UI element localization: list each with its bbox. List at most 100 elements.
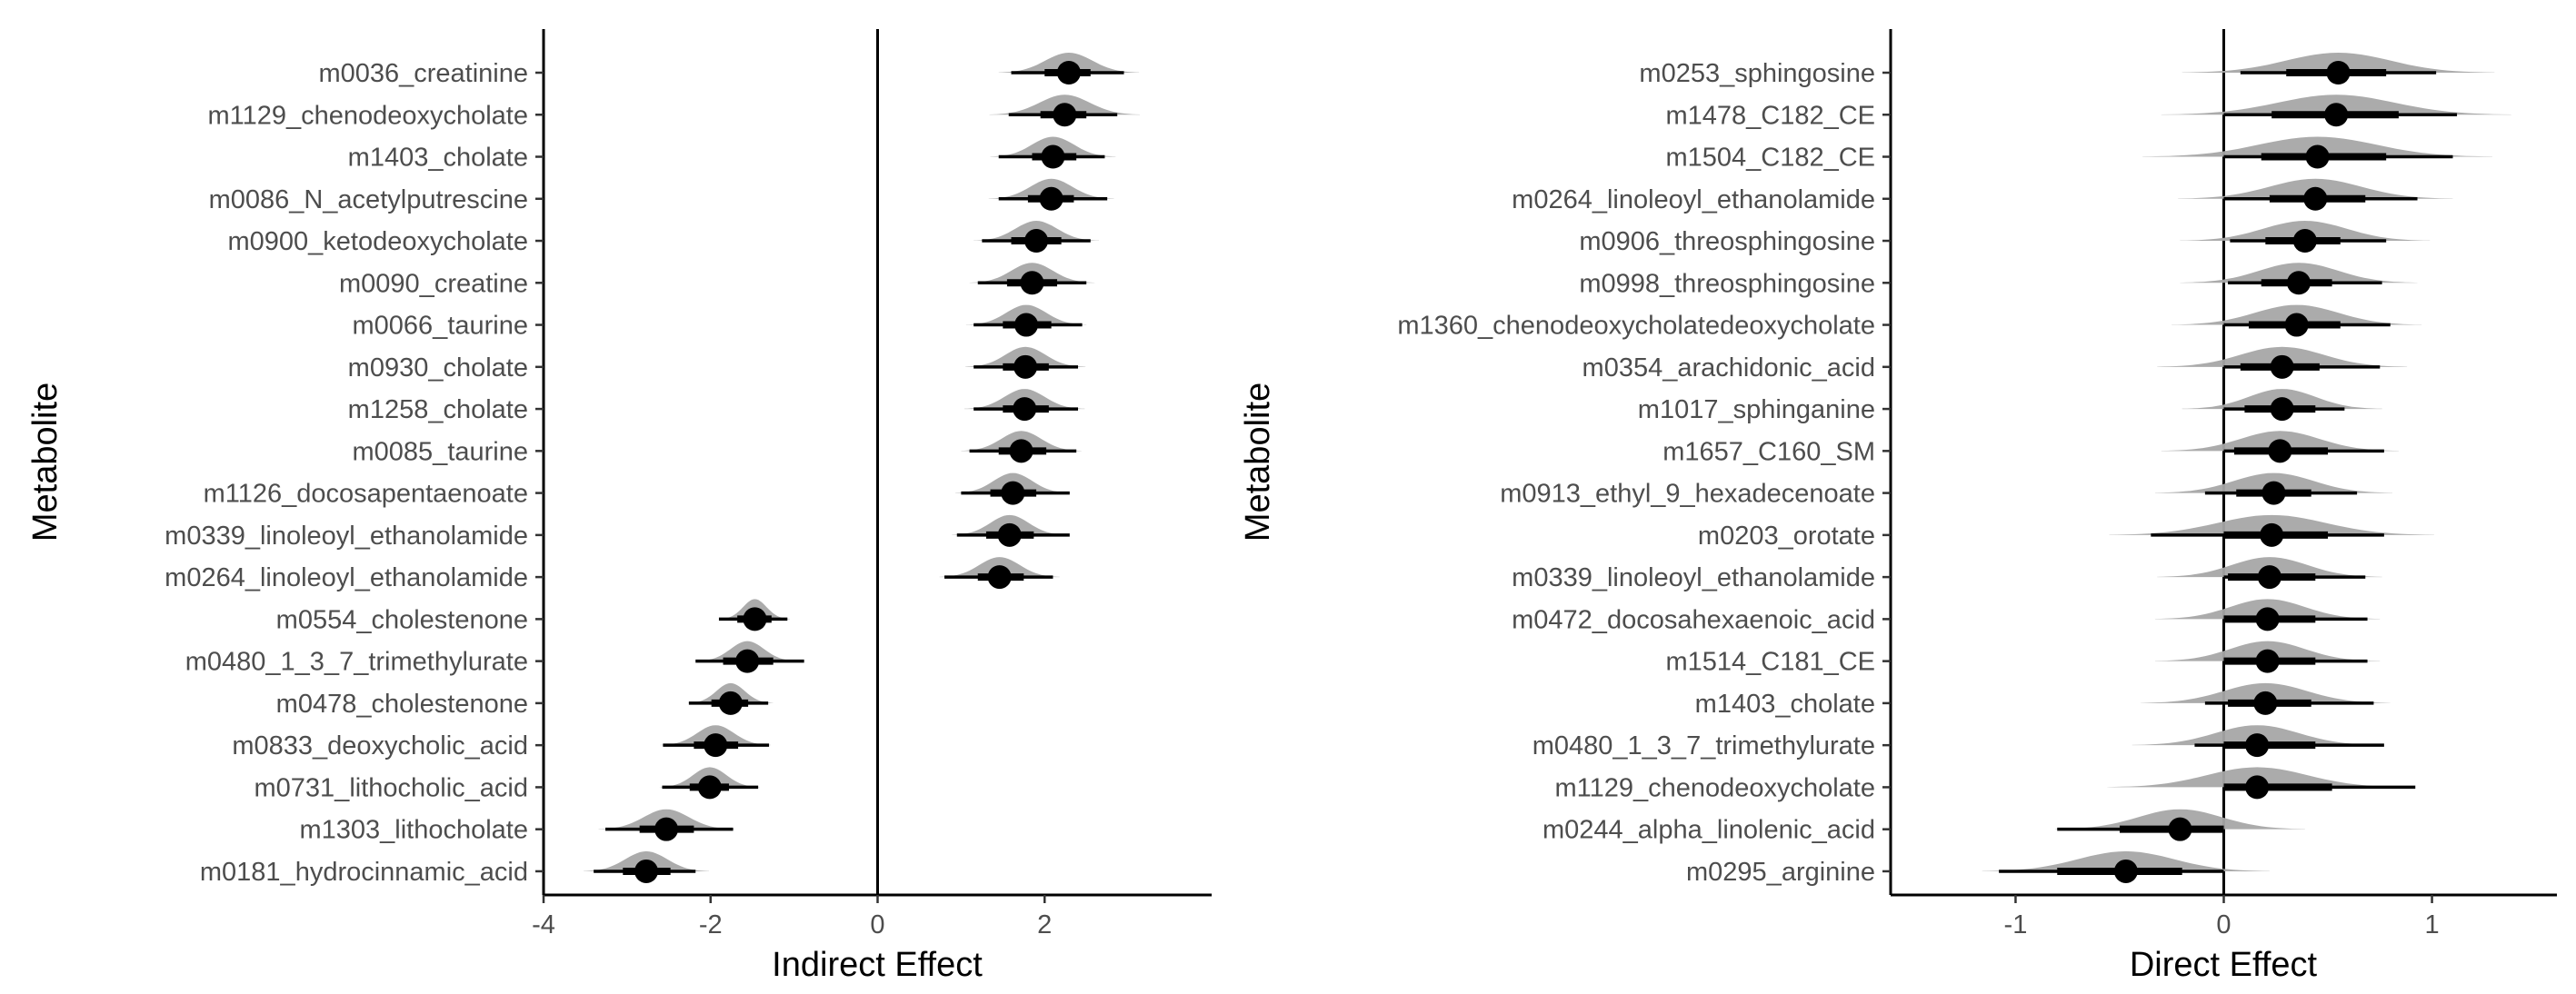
metabolite-label: m0264_linoleoyl_ethanolamide bbox=[165, 563, 528, 592]
metabolite-label: m0472_docosahexaenoic_acid bbox=[1512, 605, 1875, 634]
y-axis-title: Metabolite bbox=[1239, 383, 1277, 542]
metabolite-label: m0480_1_3_7_trimethylurate bbox=[1533, 731, 1875, 760]
metabolite-row: m0930_cholate bbox=[348, 346, 1086, 383]
metabolite-row: m1514_C181_CE bbox=[1665, 641, 2381, 677]
point-estimate bbox=[697, 775, 722, 800]
metabolite-row: m0244_alpha_linolenic_acid bbox=[1543, 809, 2305, 845]
metabolite-row: m1129_chenodeoxycholate bbox=[1554, 767, 2416, 802]
metabolite-label: m1303_lithocholate bbox=[299, 816, 528, 845]
metabolite-row: m1478_C182_CE bbox=[1665, 94, 2511, 130]
metabolite-label: m0253_sphingosine bbox=[1639, 59, 1875, 88]
point-estimate bbox=[2255, 649, 2280, 673]
x-tick-label: -4 bbox=[532, 910, 555, 939]
metabolite-row: m1258_cholate bbox=[348, 389, 1085, 424]
metabolite-row: m0480_1_3_7_trimethylurate bbox=[185, 641, 804, 677]
panel-indirect-effect: -4 -2 0 2 Indirect Effect Metabolite m0036_cre… bbox=[26, 29, 1212, 984]
metabolite-row: m0181_hydrocinnamic_acid bbox=[200, 850, 709, 887]
x-axis-title: Direct Effect bbox=[2130, 946, 2318, 984]
point-estimate bbox=[2303, 186, 2328, 211]
metabolite-row: m0203_orotate bbox=[1698, 514, 2434, 551]
point-estimate bbox=[1024, 229, 1049, 253]
x-tick-label: 0 bbox=[870, 910, 884, 939]
metabolite-row: m0086_N_acetylputrescine bbox=[209, 178, 1114, 214]
metabolite-row: m0900_ketodeoxycholate bbox=[227, 221, 1099, 256]
point-estimate bbox=[704, 733, 728, 758]
point-estimate bbox=[743, 607, 767, 631]
metabolite-label: m0295_arginine bbox=[1686, 858, 1875, 887]
metabolite-label: m0085_taurine bbox=[353, 437, 528, 466]
metabolite-row: m0478_cholestenone bbox=[276, 682, 774, 719]
metabolite-label: m0906_threosphingosine bbox=[1579, 227, 1875, 256]
metabolite-label: m0244_alpha_linolenic_acid bbox=[1543, 816, 1875, 845]
point-estimate bbox=[2305, 144, 2330, 169]
point-estimate bbox=[1041, 144, 1065, 169]
metabolite-label: m0086_N_acetylputrescine bbox=[209, 185, 528, 214]
point-estimate bbox=[735, 649, 760, 673]
metabolite-label: m1129_chenodeoxycholate bbox=[1554, 773, 1875, 802]
point-estimate bbox=[1053, 103, 1077, 127]
metabolite-label: m0264_linoleoyl_ethanolamide bbox=[1512, 185, 1875, 214]
metabolite-label: m0480_1_3_7_trimethylurate bbox=[185, 648, 528, 677]
point-estimate bbox=[2324, 103, 2349, 127]
point-estimate bbox=[1039, 186, 1063, 211]
metabolite-label: m0339_linoleoyl_ethanolamide bbox=[165, 522, 528, 551]
metabolite-row: m0731_lithocholic_acid bbox=[255, 767, 760, 802]
metabolite-row: m1017_sphinganine bbox=[1638, 389, 2382, 424]
x-axis-title: Indirect Effect bbox=[772, 946, 983, 984]
metabolite-row: m0554_cholestenone bbox=[276, 599, 791, 634]
metabolite-label: m0090_creatine bbox=[339, 269, 528, 298]
metabolite-row: m0036_creatinine bbox=[318, 53, 1140, 88]
metabolite-label: m0203_orotate bbox=[1698, 522, 1875, 551]
metabolite-row: m1657_C160_SM bbox=[1662, 431, 2399, 466]
metabolite-row: m0264_linoleoyl_ethanolamide bbox=[1512, 178, 2453, 214]
x-tick-label: -1 bbox=[2004, 910, 2028, 939]
metabolite-label: m1657_C160_SM bbox=[1662, 437, 1875, 466]
metabolite-row: m0472_docosahexaenoic_acid bbox=[1512, 599, 2381, 634]
point-estimate bbox=[987, 565, 1012, 590]
point-estimate bbox=[2260, 522, 2284, 547]
metabolite-label: m0181_hydrocinnamic_acid bbox=[200, 858, 528, 887]
point-estimate bbox=[2253, 691, 2278, 715]
metabolite-label: m0036_creatinine bbox=[318, 59, 528, 88]
point-estimate bbox=[1013, 397, 1037, 422]
point-estimate bbox=[2113, 859, 2138, 883]
metabolite-label: m1403_cholate bbox=[348, 144, 528, 173]
point-estimate bbox=[2268, 439, 2292, 463]
metabolite-row: m0913_ethyl_9_hexadecenoate bbox=[1500, 472, 2393, 509]
metabolite-label: m1360_chenodeoxycholatedeoxycholate bbox=[1397, 312, 1875, 341]
point-estimate bbox=[2168, 817, 2192, 841]
point-estimate bbox=[1020, 271, 1044, 295]
point-estimate bbox=[1013, 354, 1038, 379]
metabolite-label: m0731_lithocholic_acid bbox=[255, 773, 528, 802]
metabolite-label: m0554_cholestenone bbox=[276, 605, 528, 634]
metabolite-label: m1403_cholate bbox=[1695, 690, 1875, 719]
point-estimate bbox=[2261, 481, 2286, 505]
metabolite-row: m1403_cholate bbox=[348, 136, 1116, 173]
metabolite-row: m1303_lithocholate bbox=[299, 809, 734, 845]
metabolite-label: m1514_C181_CE bbox=[1665, 648, 1875, 677]
metabolite-row: m1126_docosapentaenoate bbox=[204, 472, 1071, 509]
point-estimate bbox=[654, 817, 679, 841]
metabolite-label: m1478_C182_CE bbox=[1665, 101, 1875, 130]
point-estimate bbox=[2326, 61, 2351, 84]
metabolite-row: m0833_deoxycholic_acid bbox=[232, 725, 771, 760]
metabolite-row: m0998_threosphingosine bbox=[1579, 263, 2418, 298]
x-tick-label: 1 bbox=[2424, 910, 2439, 939]
metabolite-row: m0264_linoleoyl_ethanolamide bbox=[165, 557, 1060, 592]
metabolite-label: m0998_threosphingosine bbox=[1579, 269, 1875, 298]
x-tick-label: 0 bbox=[2216, 910, 2231, 939]
metabolite-row: m0066_taurine bbox=[353, 304, 1087, 341]
point-estimate bbox=[1009, 439, 1033, 463]
point-estimate bbox=[1056, 61, 1081, 84]
point-estimate bbox=[2257, 565, 2281, 590]
point-estimate bbox=[2245, 775, 2270, 800]
metabolite-row: m0295_arginine bbox=[1686, 850, 2270, 887]
point-estimate bbox=[2245, 733, 2270, 758]
metabolite-label: m0066_taurine bbox=[353, 312, 528, 341]
metabolite-row: m0253_sphingosine bbox=[1639, 53, 2495, 88]
point-estimate bbox=[1014, 313, 1039, 337]
metabolite-label: m1258_cholate bbox=[348, 395, 528, 424]
metabolite-row: m0090_creatine bbox=[339, 263, 1095, 298]
metabolite-label: m1017_sphinganine bbox=[1638, 395, 1875, 424]
